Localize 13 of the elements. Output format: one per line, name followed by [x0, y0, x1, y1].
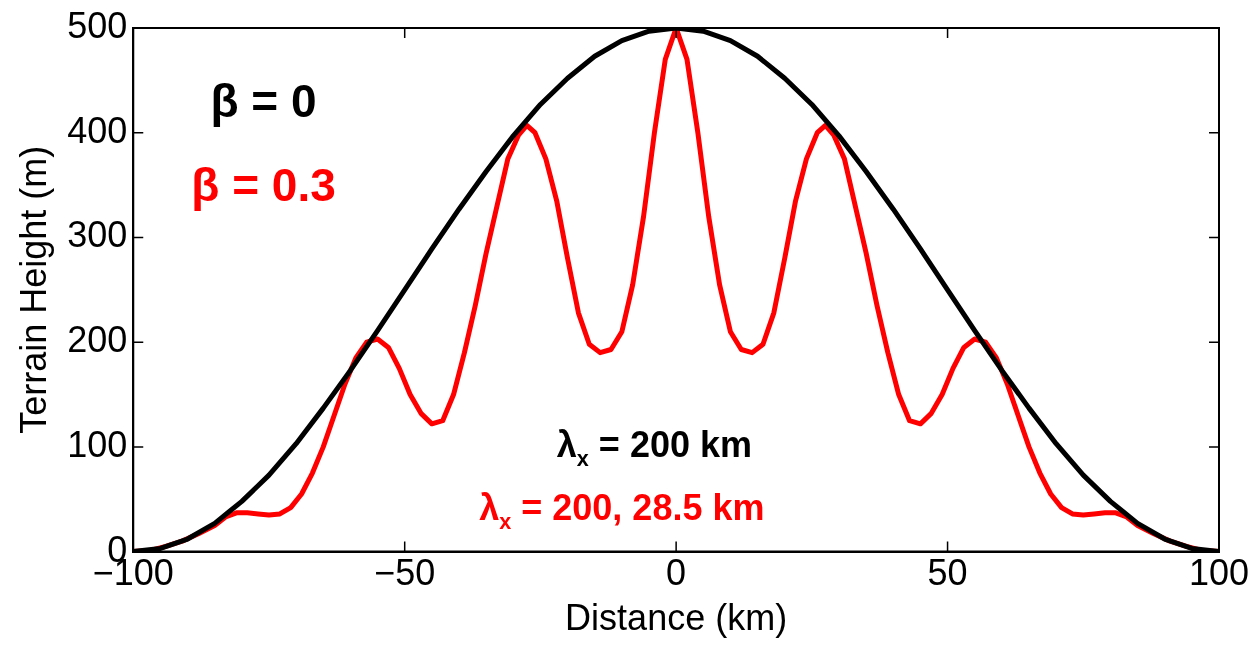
y-tick-label: 300 — [67, 214, 128, 256]
y-tick-label: 100 — [67, 423, 128, 465]
x-tick-label: 0 — [666, 552, 687, 594]
x-tick-label: 100 — [1188, 552, 1250, 594]
y-tick-label: 500 — [67, 4, 128, 46]
y-tick-label: 400 — [67, 109, 128, 151]
x-tick-label: −50 — [374, 552, 436, 594]
annotation: β = 0 — [210, 75, 317, 128]
y-tick-label: 200 — [67, 319, 128, 361]
y-axis-title: Terrain Height (m) — [12, 145, 54, 434]
x-tick-label: 50 — [927, 552, 968, 594]
x-axis-title: Distance (km) — [565, 597, 788, 639]
annotation: β = 0.3 — [191, 158, 336, 211]
